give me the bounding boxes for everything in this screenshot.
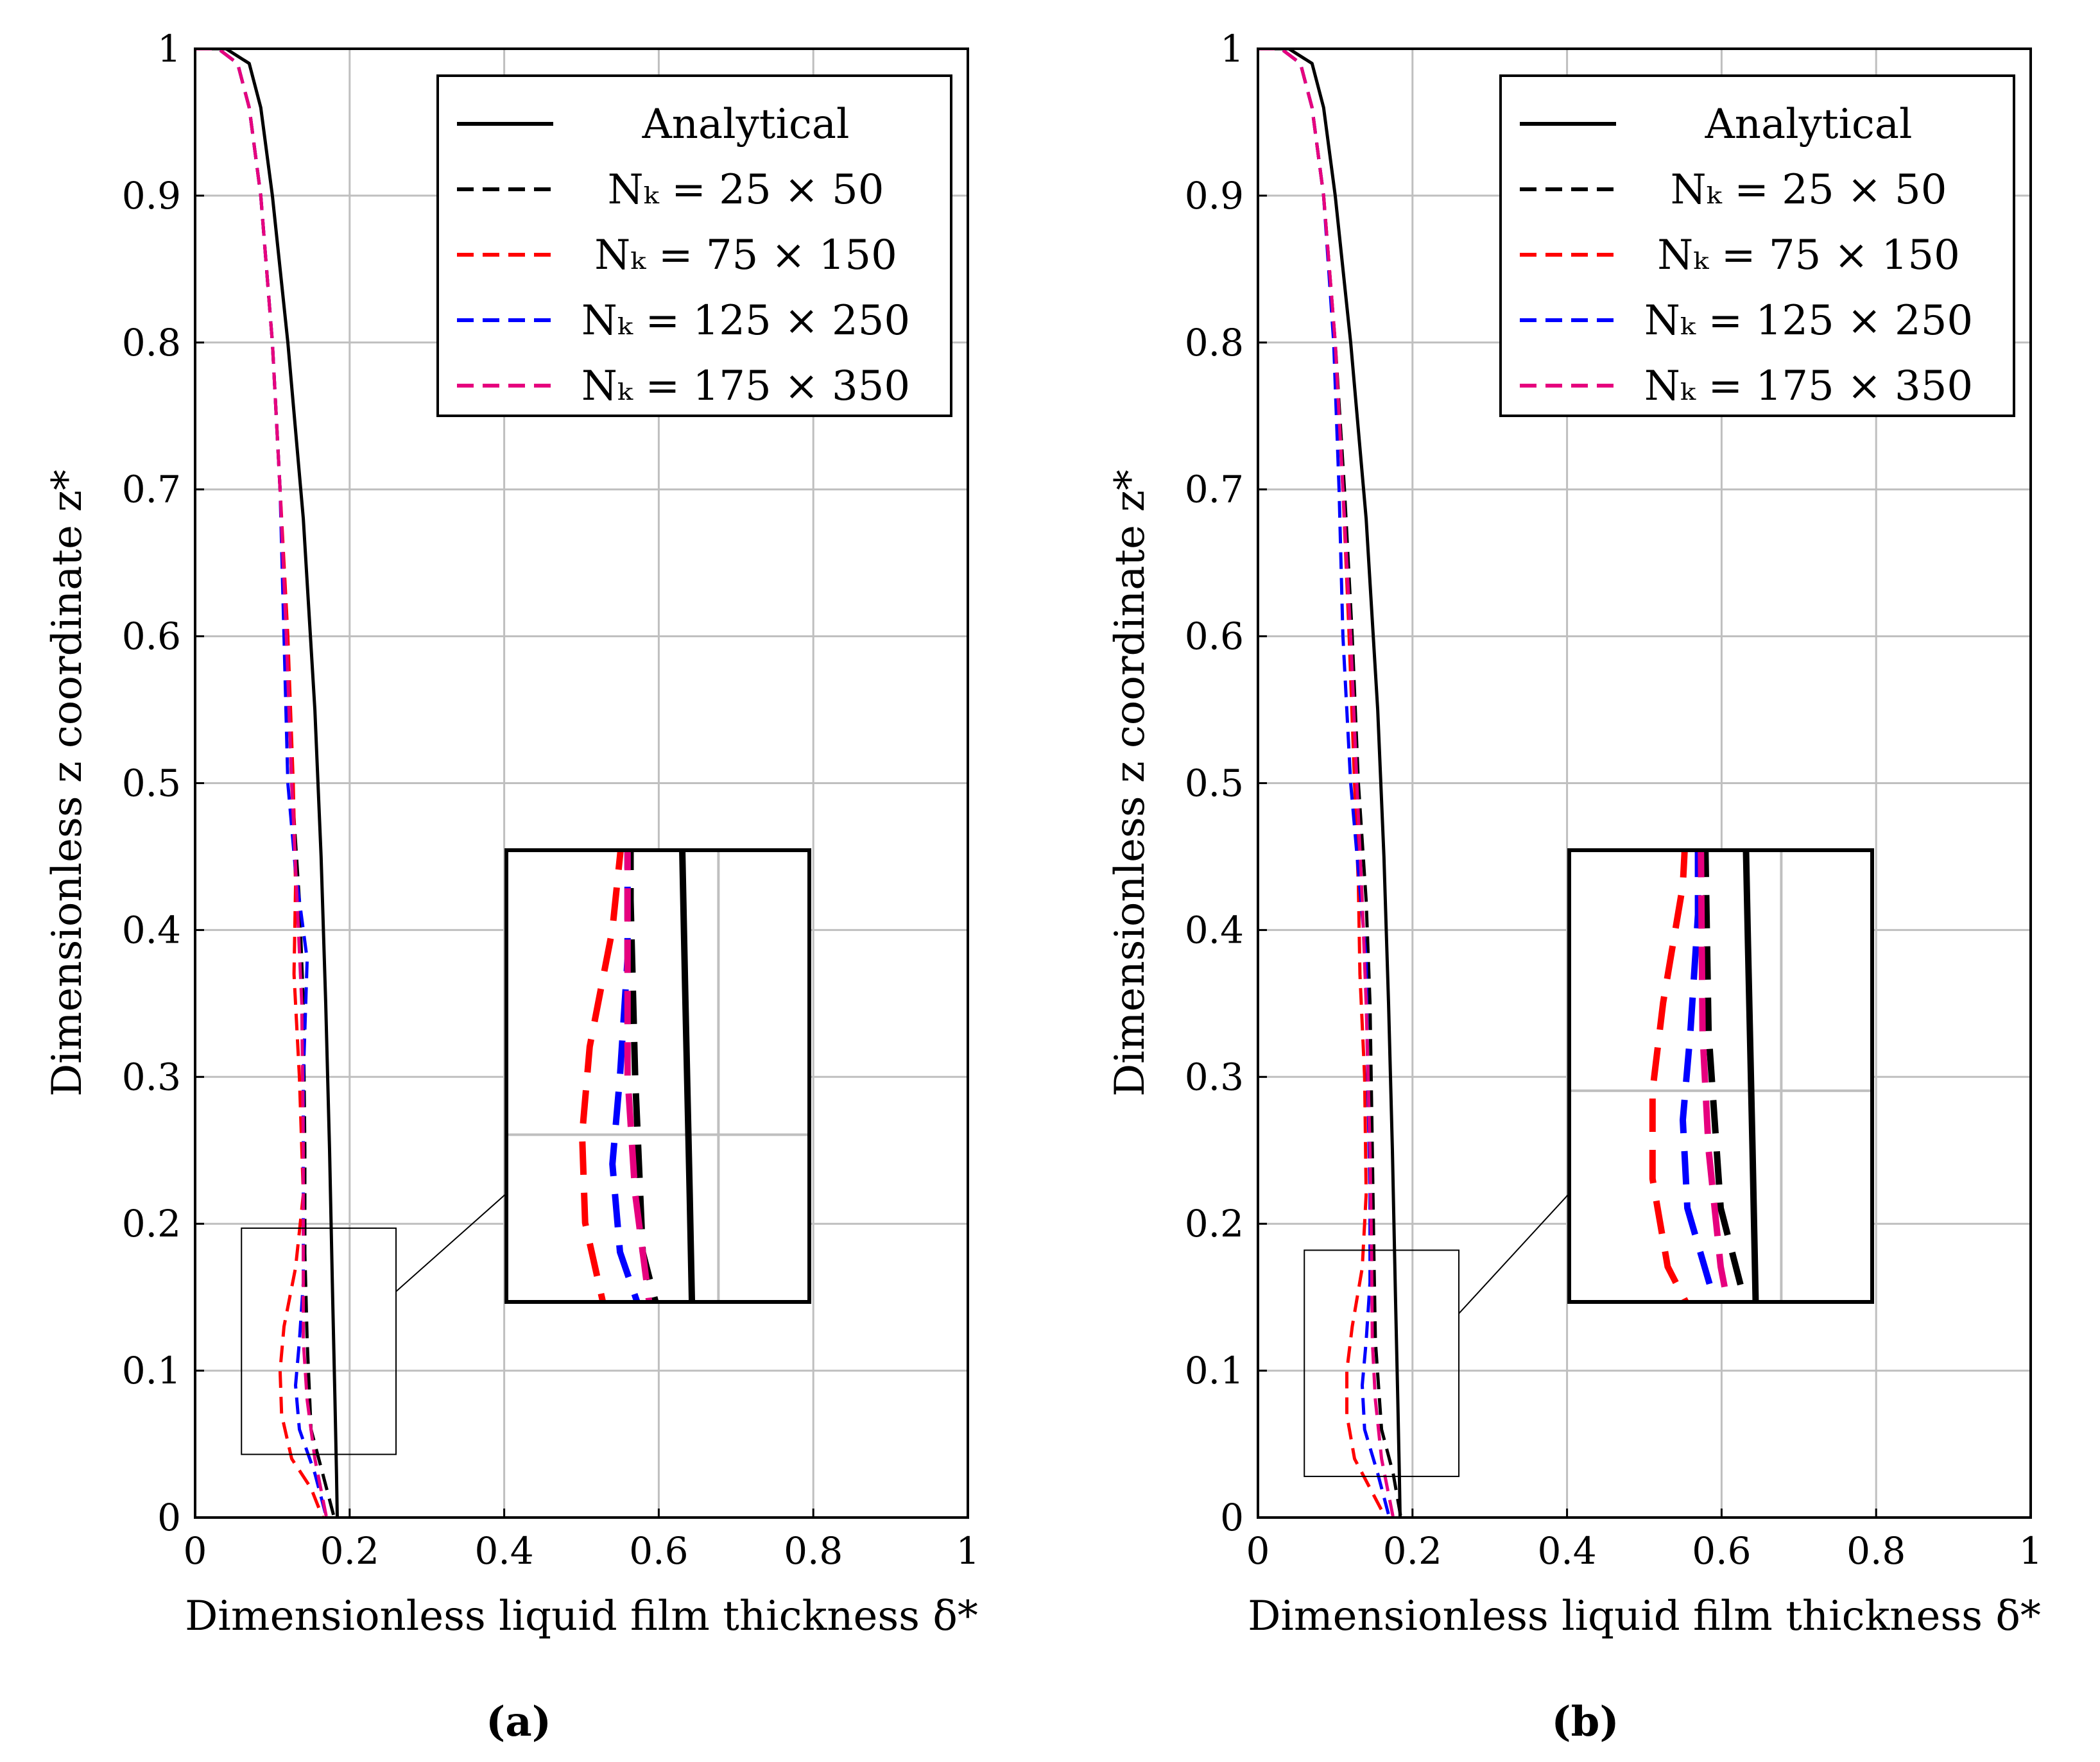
y-tick-label: 0.8 xyxy=(1185,321,1244,364)
x-tick-label: 1 xyxy=(956,1529,980,1573)
y-tick-label: 0 xyxy=(157,1496,181,1539)
zoom-connector xyxy=(395,1193,507,1292)
legend-label: Nₖ = 25 × 50 xyxy=(608,166,884,214)
y-tick-label: 0.3 xyxy=(1185,1055,1244,1099)
panel-label: (b) xyxy=(1551,1698,1619,1746)
tick-labels: 0 0.2 0.4 0.6 0.8 1 0 0.1 0.2 0.3 0.4 0.5 0.6 0.7 0.8 0… xyxy=(122,27,980,1573)
y-tick-label: 0.6 xyxy=(122,615,181,658)
y-tick-label: 0.7 xyxy=(122,468,181,511)
y-tick-label: 0.6 xyxy=(1185,615,1244,658)
zoom-region-box xyxy=(1304,1249,1460,1477)
legend-label: Nₖ = 75 × 150 xyxy=(594,232,897,279)
inset-frame xyxy=(1567,848,1874,1304)
legend-label: Nₖ = 175 × 350 xyxy=(581,363,910,410)
legend-box xyxy=(1499,74,2015,417)
zoom-region-box xyxy=(241,1227,397,1455)
series-line xyxy=(624,850,653,1302)
x-axis-label: Dimensionless liquid film thickness δ* xyxy=(185,1593,978,1640)
legend-box xyxy=(436,74,952,417)
x-tick-label: 0.2 xyxy=(320,1529,379,1573)
y-axis-label: Dimensionless z coordinate z* xyxy=(1106,470,1154,1097)
series-line xyxy=(579,850,624,1302)
series-group xyxy=(195,49,339,1518)
series-line xyxy=(195,49,329,1518)
legend: Analytical Nₖ = 25 × 50 Nₖ = 75 × 150 Nₖ = … xyxy=(436,74,952,417)
y-tick-label: 0.4 xyxy=(122,908,181,952)
y-tick-label: 0.5 xyxy=(122,762,181,805)
x-axis-label: Dimensionless liquid film thickness δ* xyxy=(1248,1593,2041,1640)
y-tick-label: 0.2 xyxy=(1185,1202,1244,1245)
y-tick-label: 0.1 xyxy=(122,1349,181,1392)
x-tick-label: 0.8 xyxy=(784,1529,843,1573)
legend-label: Nₖ = 75 × 150 xyxy=(1657,232,1960,279)
inset-background xyxy=(506,850,809,1302)
series-group xyxy=(1258,49,1403,1518)
series-line xyxy=(1743,850,1759,1302)
panel-b: 0 0.2 0.4 0.6 0.8 1 0 0.1 0.2 0.3 0.4 0.5 0.6 0.7 0.8 0… xyxy=(1106,27,2043,1746)
y-axis-label: Dimensionless z coordinate z* xyxy=(44,470,91,1097)
y-tick-label: 0 xyxy=(1220,1496,1244,1539)
legend-label: Nₖ = 125 × 250 xyxy=(1644,297,1973,345)
x-tick-label: 0.4 xyxy=(474,1529,533,1573)
legend-label: Analytical xyxy=(642,101,850,148)
legend-label: Analytical xyxy=(1705,101,1913,148)
legend-label: Nₖ = 125 × 250 xyxy=(581,297,910,345)
y-tick-label: 0.1 xyxy=(1185,1349,1244,1392)
x-tick-label: 0 xyxy=(1246,1529,1270,1573)
series-line xyxy=(195,49,339,1518)
series-line xyxy=(1258,49,1395,1518)
zoom-inset xyxy=(1304,848,1874,1477)
tick-labels: 0 0.2 0.4 0.6 0.8 1 0 0.1 0.2 0.3 0.4 0.5 0.6 0.7 0.8 0… xyxy=(1185,27,2043,1573)
x-tick-label: 0.6 xyxy=(629,1529,688,1573)
legend: Analytical Nₖ = 25 × 50 Nₖ = 75 × 150 Nₖ = … xyxy=(1499,74,2015,417)
y-tick-label: 0.9 xyxy=(1185,174,1244,218)
y-tick-label: 0.7 xyxy=(1185,468,1244,511)
panel-a: 0 0.2 0.4 0.6 0.8 1 0 0.1 0.2 0.3 0.4 0.5 0.6 0.7 0.8 0… xyxy=(44,27,980,1746)
inset-plot xyxy=(1569,850,1872,1302)
series-line xyxy=(679,850,696,1302)
y-tick-label: 0.5 xyxy=(1185,762,1244,805)
series-line xyxy=(1680,850,1718,1302)
x-tick-label: 0.2 xyxy=(1383,1529,1442,1573)
y-tick-label: 0.2 xyxy=(122,1202,181,1245)
x-tick-label: 0.6 xyxy=(1692,1529,1751,1573)
inset-frame xyxy=(504,848,811,1304)
y-tick-label: 0.4 xyxy=(1185,908,1244,952)
y-tick-label: 1 xyxy=(157,27,181,71)
inset-plot xyxy=(506,850,809,1302)
y-tick-label: 0.9 xyxy=(122,174,181,218)
zoom-inset xyxy=(241,848,811,1455)
series-line xyxy=(1649,850,1690,1302)
legend-label: Nₖ = 25 × 50 xyxy=(1671,166,1947,214)
y-tick-label: 0.8 xyxy=(122,321,181,364)
inset-background xyxy=(1569,850,1872,1302)
zoom-connector xyxy=(1458,1193,1570,1314)
y-tick-label: 0.3 xyxy=(122,1055,181,1099)
x-tick-label: 0.4 xyxy=(1537,1529,1596,1573)
x-tick-label: 0 xyxy=(184,1529,207,1573)
series-line xyxy=(609,850,641,1302)
series-line xyxy=(1258,49,1402,1518)
series-line xyxy=(1698,850,1731,1302)
legend-label: Nₖ = 175 × 350 xyxy=(1644,363,1973,410)
y-tick-label: 1 xyxy=(1220,27,1244,71)
x-tick-label: 1 xyxy=(2019,1529,2043,1573)
x-tick-label: 0.8 xyxy=(1846,1529,1906,1573)
panel-label: (a) xyxy=(486,1698,551,1746)
